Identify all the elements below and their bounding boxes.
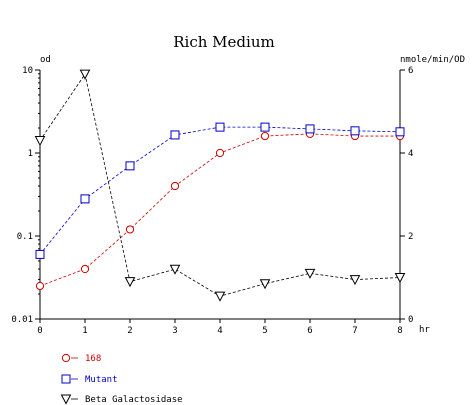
y-right-unit-label: nmole/min/OD	[400, 55, 465, 65]
data-point	[260, 122, 270, 132]
legend: 168 Mutant Beta Galactosidase	[60, 353, 183, 405]
data-point	[125, 161, 135, 171]
data-point	[395, 127, 405, 137]
data-point	[124, 277, 136, 288]
data-point	[350, 126, 360, 136]
data-point	[80, 264, 90, 274]
chart-title: Rich Medium	[173, 33, 274, 51]
series-line	[39, 73, 401, 297]
data-point	[215, 148, 225, 158]
x-tick-label: 6	[307, 326, 312, 336]
legend-entry: Mutant	[61, 374, 118, 385]
axis-ticks: 0 1 2 3 4 5 6 7 8 0.01 0.1 1 10 0 2 4 6	[11, 66, 413, 336]
data-point	[125, 225, 135, 234]
data-point	[35, 249, 45, 259]
data-point	[349, 275, 361, 286]
y-left-tick-label: 10	[22, 66, 33, 76]
data-point	[80, 194, 90, 204]
y-left-tick-label: 0.1	[17, 232, 33, 242]
x-tick-label: 7	[352, 326, 357, 336]
x-tick-label: 8	[397, 326, 402, 336]
data-point	[304, 268, 316, 279]
x-tick-label: 3	[172, 326, 177, 336]
legend-marker	[61, 374, 71, 384]
y-left-unit-label: od	[40, 55, 51, 65]
plot-area	[34, 69, 406, 302]
y-right-tick-label: 2	[408, 232, 413, 242]
data-point	[214, 291, 226, 302]
data-point	[169, 264, 181, 275]
legend-marker	[61, 353, 71, 363]
y-right-tick-label: 0	[408, 315, 413, 325]
data-point	[260, 131, 270, 141]
x-tick-label: 1	[82, 326, 87, 336]
y-left-tick-label: 0.01	[11, 315, 33, 325]
x-tick-label: 0	[37, 326, 42, 336]
data-point	[305, 124, 315, 134]
x-axis-label: hr	[419, 325, 430, 335]
x-tick-label: 2	[127, 326, 132, 336]
data-point	[394, 273, 406, 284]
series-beta-galactosidase	[34, 69, 406, 302]
data-point	[215, 122, 225, 132]
series-168	[35, 129, 405, 291]
data-point	[34, 136, 46, 147]
data-point	[79, 69, 91, 80]
x-tick-label: 5	[262, 326, 267, 336]
series-mutant	[35, 122, 405, 259]
data-point	[170, 130, 180, 140]
data-point	[170, 181, 180, 191]
legend-label: 168	[85, 354, 101, 364]
y-right-tick-label: 6	[408, 66, 413, 76]
data-point	[259, 279, 271, 290]
x-tick-label: 4	[217, 326, 222, 336]
legend-label: Mutant	[85, 375, 118, 385]
y-right-tick-label: 4	[408, 149, 413, 159]
series-line	[39, 126, 401, 255]
legend-entry: 168	[61, 353, 101, 364]
y-left-tick-label: 1	[28, 149, 33, 159]
legend-entry: Beta Galactosidase	[60, 394, 183, 405]
legend-marker	[60, 394, 72, 405]
data-point	[35, 281, 45, 291]
legend-label: Beta Galactosidase	[85, 395, 183, 405]
